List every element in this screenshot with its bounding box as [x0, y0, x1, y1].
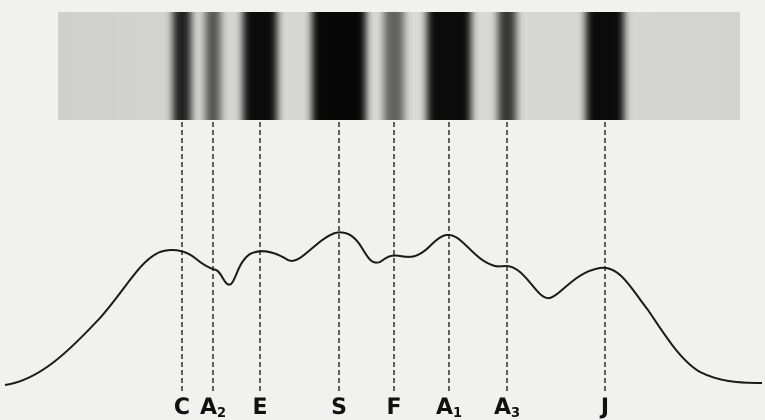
band-letter: J: [599, 395, 609, 420]
band-labels: C A2 E S F A1 A3 J: [174, 395, 609, 420]
band-letter: S: [331, 395, 347, 420]
band-label: S: [331, 395, 347, 420]
gel-band: [498, 12, 516, 120]
band-label: A3: [494, 395, 520, 420]
band-letter: C: [174, 395, 190, 420]
band-letter: F: [386, 395, 401, 420]
band-letter: E: [252, 395, 267, 420]
band-subscript: 2: [217, 406, 226, 420]
gel-band: [384, 12, 404, 120]
band-label: C: [174, 395, 190, 420]
band-label: E: [252, 395, 267, 420]
band-letter: A: [436, 395, 453, 420]
band-letter: A: [494, 395, 511, 420]
band-letter: A: [200, 395, 217, 420]
band-label: A1: [436, 395, 462, 420]
gel-band: [173, 12, 191, 120]
band-label: J: [599, 395, 609, 420]
gel-bands: [173, 12, 624, 120]
gel-band: [243, 12, 277, 120]
band-subscript: 1: [453, 406, 462, 420]
band-label: F: [386, 395, 401, 420]
band-label: A2: [200, 395, 226, 420]
gel-band: [312, 12, 366, 120]
gel-band: [205, 12, 221, 120]
gel-band: [586, 12, 624, 120]
density-trace: [4, 231, 763, 386]
band-guides: [181, 122, 606, 393]
band-subscript: 3: [511, 406, 520, 420]
gel-band: [427, 12, 471, 120]
